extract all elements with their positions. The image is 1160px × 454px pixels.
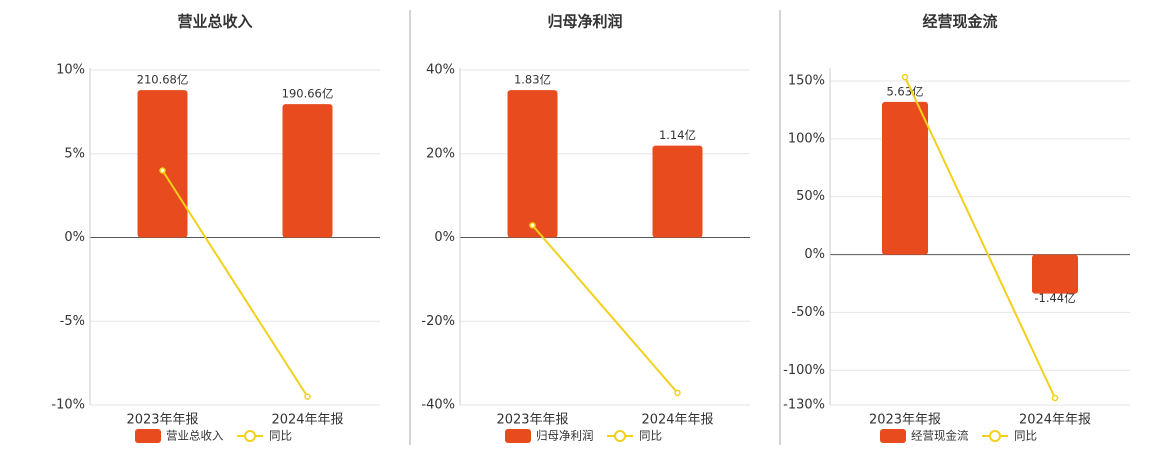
- legend-label: 同比: [1014, 429, 1037, 443]
- bar: [652, 145, 703, 238]
- x-tick-label: 2024年年报: [1019, 413, 1091, 428]
- data-label: 210.68亿: [137, 73, 189, 87]
- legend-label: 经营现金流: [911, 429, 969, 443]
- bar: [282, 104, 333, 238]
- line-point: [304, 393, 311, 400]
- x-tick-label: 2023年年报: [496, 413, 568, 428]
- y-tick-label: 100%: [788, 131, 825, 146]
- y-tick-label: -50%: [791, 305, 825, 320]
- legend-marker: [989, 430, 1001, 442]
- bar: [882, 101, 928, 255]
- x-tick-label: 2024年年报: [641, 413, 713, 428]
- bar: [1032, 254, 1078, 294]
- data-label: 1.83亿: [514, 73, 551, 87]
- line-point: [529, 222, 536, 229]
- x-tick-label: 2024年年报: [271, 413, 343, 428]
- bar: [507, 90, 558, 238]
- line-point: [901, 73, 909, 81]
- y-tick-label: 150%: [788, 74, 825, 89]
- y-tick-label: -5%: [60, 314, 85, 329]
- x-tick-label: 2023年年报: [126, 413, 198, 428]
- line-point: [1051, 394, 1059, 402]
- data-label: 190.66亿: [282, 87, 334, 101]
- line: [161, 169, 309, 398]
- legend-label: 同比: [639, 429, 662, 443]
- y-tick-label: 50%: [796, 189, 825, 204]
- x-tick-label: 2023年年报: [869, 413, 941, 428]
- line: [531, 224, 679, 394]
- y-tick-label: -20%: [421, 314, 455, 329]
- y-tick-label: 0%: [434, 230, 455, 245]
- y-tick-label: 40%: [426, 63, 455, 78]
- data-label: -1.44亿: [1034, 291, 1075, 305]
- y-tick-label: -10%: [51, 398, 85, 413]
- y-tick-label: 5%: [64, 146, 85, 161]
- line: [904, 76, 1056, 399]
- legend-marker: [244, 430, 256, 442]
- y-tick-label: 0%: [804, 247, 825, 262]
- bar: [137, 90, 188, 238]
- legend-marker: [614, 430, 626, 442]
- legend-swatch: [505, 429, 531, 443]
- legend-label: 归母净利润: [536, 429, 594, 443]
- chart-title: 经营现金流: [922, 13, 997, 31]
- y-tick-label: -100%: [783, 363, 825, 378]
- data-label: 5.63亿: [886, 84, 923, 98]
- line-point: [674, 389, 681, 397]
- y-tick-label: 20%: [426, 146, 455, 161]
- y-tick-label: 10%: [56, 63, 85, 78]
- legend-label: 营业总收入: [166, 429, 224, 443]
- chart-title: 归母净利润: [547, 13, 622, 31]
- y-tick-label: 0%: [64, 230, 85, 245]
- legend-swatch: [880, 429, 906, 443]
- legend-label: 同比: [269, 429, 292, 443]
- data-label: 1.14亿: [659, 128, 696, 142]
- line-point: [159, 167, 166, 174]
- y-tick-label: -130%: [783, 398, 825, 413]
- chart-title: 营业总收入: [177, 13, 252, 31]
- legend-swatch: [135, 429, 161, 443]
- y-tick-label: -40%: [421, 398, 455, 413]
